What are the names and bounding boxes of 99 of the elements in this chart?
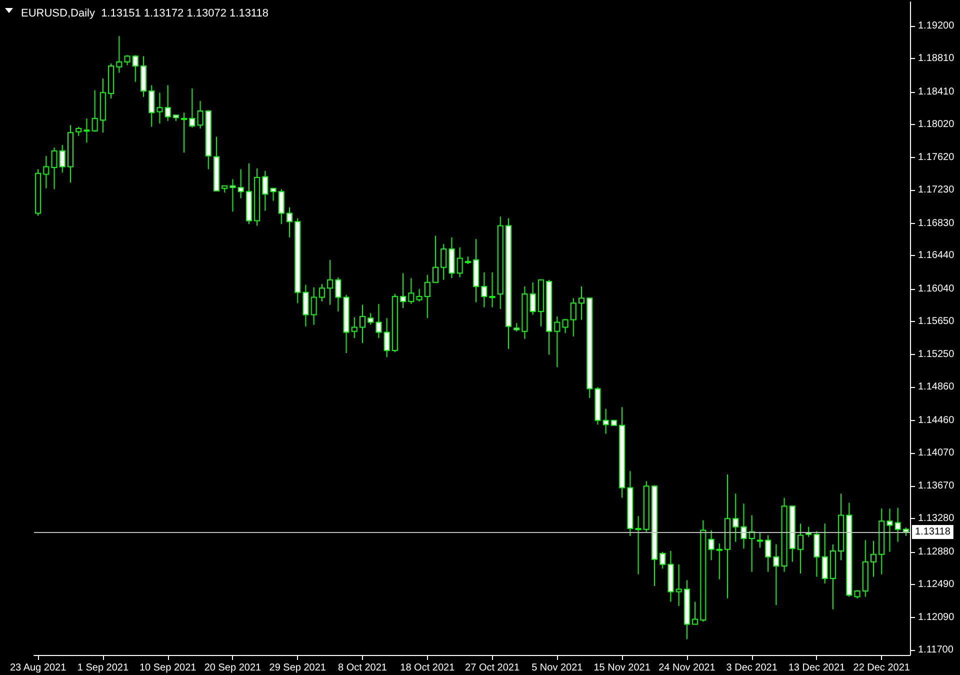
candlestick	[562, 318, 568, 334]
candlestick	[481, 272, 488, 308]
candlestick	[286, 206, 292, 238]
candlestick	[886, 508, 893, 552]
y-tick-label: 1.14860	[918, 382, 955, 393]
candlestick	[189, 88, 196, 128]
x-tick-label: 13 Dec 2021	[788, 662, 846, 674]
x-tick-label: 10 Sep 2021	[139, 662, 197, 674]
y-tick-label: 1.16440	[918, 250, 955, 262]
y-tick-label: 1.18410	[918, 86, 955, 98]
candlestick	[814, 530, 820, 578]
candlestick	[197, 100, 204, 129]
y-tick-label: 1.14460	[918, 414, 955, 426]
y-tick-label: 1.19200	[918, 20, 955, 32]
candlestick	[230, 178, 236, 212]
x-tick-label: 24 Nov 2021	[658, 662, 716, 674]
y-tick-label: 1.18810	[918, 53, 955, 64]
y-tick-label: 1.17230	[918, 184, 955, 196]
candlestick	[870, 540, 876, 578]
candlestick	[416, 288, 422, 302]
candlestick	[894, 507, 901, 542]
x-tick-label: 27 Oct 2021	[465, 662, 520, 674]
candlestick	[692, 601, 698, 625]
candlestick	[278, 188, 284, 225]
y-tick-label: 1.13670	[918, 480, 955, 492]
candlestick	[116, 36, 122, 74]
candlestick	[456, 246, 463, 278]
text: EURUSD,Daily 1.13151 1.13172 1.13072 1.13118	[21, 8, 268, 20]
candlestick	[51, 147, 58, 190]
x-tick-label: 20 Sep 2021	[204, 662, 262, 674]
candlestick	[822, 523, 828, 584]
candlestick	[400, 272, 406, 309]
candlestick	[132, 54, 138, 82]
candlestick	[773, 544, 780, 606]
candlestick	[238, 168, 244, 199]
candlestick	[440, 244, 447, 280]
candlestick	[635, 516, 642, 575]
candlestick	[262, 170, 268, 212]
candlestick	[570, 298, 576, 337]
y-tick-label: 1.14070	[918, 447, 955, 458]
x-tick-label: 22 Dec 2021	[853, 662, 910, 674]
x-tick-label: 18 Oct 2021	[400, 662, 456, 674]
x-tick-label: 8 Oct 2021	[338, 662, 388, 674]
candlestick	[530, 282, 536, 316]
candlestick	[156, 92, 163, 124]
x-tick-label: 3 Dec 2021	[726, 662, 778, 674]
candlestick	[148, 84, 155, 128]
candlestick	[302, 284, 309, 327]
candlestick	[578, 286, 584, 320]
candlestick	[798, 523, 804, 574]
x-tick-label: 23 Aug 2021	[10, 662, 67, 674]
candlestick	[124, 54, 130, 66]
x-tick-label: 1 Sep 2021	[77, 662, 129, 674]
candlestick	[335, 276, 342, 312]
y-tick-label: 1.16040	[918, 283, 955, 294]
candlestick	[368, 312, 374, 326]
y-tick-label: 1.12880	[918, 546, 955, 558]
y-tick-label: 1.13280	[918, 513, 955, 524]
y-tick-label: 1.12490	[918, 578, 955, 590]
candlestick	[660, 551, 666, 569]
candlestick	[554, 316, 560, 368]
candlestick	[376, 303, 382, 339]
candlestick	[360, 304, 366, 344]
candlestick	[716, 543, 722, 580]
candlestick	[765, 534, 772, 572]
candlestick	[270, 188, 276, 202]
ref-line-label: 1.13118	[915, 526, 951, 538]
candlestick	[676, 564, 682, 606]
y-tick-label: 1.11700	[918, 644, 954, 656]
candlestick	[310, 286, 317, 326]
candlestick	[76, 126, 82, 136]
candlestick	[327, 259, 334, 306]
candlestick	[59, 144, 66, 174]
candlestick	[164, 84, 171, 122]
y-tick-label: 1.16830	[918, 218, 955, 229]
x-tick-label: 15 Nov 2021	[594, 662, 651, 674]
y-tick-label: 1.12090	[918, 612, 955, 624]
candlestick	[84, 118, 90, 144]
candlestick	[432, 235, 438, 283]
y-tick-label: 1.15650	[918, 316, 955, 327]
candlestick	[708, 530, 714, 561]
candlestick	[181, 112, 188, 154]
candlestick	[489, 272, 496, 308]
candlestick	[756, 531, 763, 548]
candlestick	[384, 318, 390, 358]
candlestick	[92, 90, 98, 132]
y-tick-label: 1.15250	[918, 349, 955, 360]
x-tick-label: 29 Sep 2021	[269, 662, 326, 674]
candlestick	[740, 503, 747, 550]
x-tick-label: 5 Nov 2021	[532, 662, 584, 674]
candlestick	[602, 408, 609, 434]
candlestick	[351, 316, 358, 339]
candlestick	[732, 493, 739, 542]
candlestick	[43, 155, 50, 189]
y-tick-label: 1.18020	[918, 118, 955, 130]
candlestick	[408, 278, 414, 304]
candlestick	[424, 274, 430, 319]
candlestick	[318, 283, 325, 302]
y-tick-label: 1.17620	[918, 152, 955, 164]
